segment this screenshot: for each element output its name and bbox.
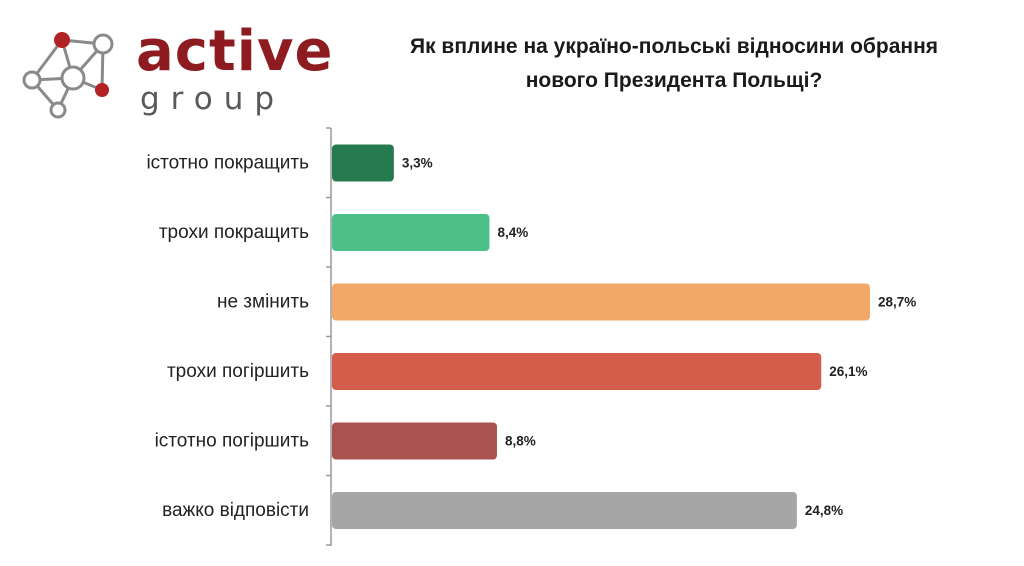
bar — [332, 214, 490, 251]
bar — [332, 353, 822, 390]
bar — [332, 283, 870, 321]
logo-subtitle: group — [140, 81, 286, 117]
bar — [332, 492, 797, 529]
chart-title-line-2: нового Президента Польщі? — [525, 69, 823, 92]
category-label: істотно погіршить — [155, 431, 310, 452]
category-label: істотно покращить — [146, 153, 309, 174]
network-logo-icon — [22, 32, 114, 119]
category-label: трохи погіршить — [167, 361, 309, 382]
category-label: важко відповісти — [162, 500, 309, 521]
chart-title: Як вплине на україно-польські відносини … — [338, 30, 1010, 98]
bar-value-label: 24,8% — [805, 503, 843, 518]
chart-title-line-1: Як вплине на україно-польські відносини … — [409, 35, 939, 58]
logo-wordmark: active — [136, 19, 334, 84]
bar-value-label: 26,1% — [829, 364, 867, 379]
brand-logo: active group — [18, 22, 332, 122]
bar-value-label: 3,3% — [402, 156, 433, 171]
bar — [332, 144, 394, 182]
category-label: не змінить — [217, 292, 309, 313]
category-label: трохи покращить — [159, 222, 309, 243]
bar — [332, 422, 497, 460]
bar-value-label: 8,8% — [505, 434, 536, 449]
bar-value-label: 28,7% — [878, 295, 916, 310]
bar-value-label: 8,4% — [497, 225, 528, 240]
